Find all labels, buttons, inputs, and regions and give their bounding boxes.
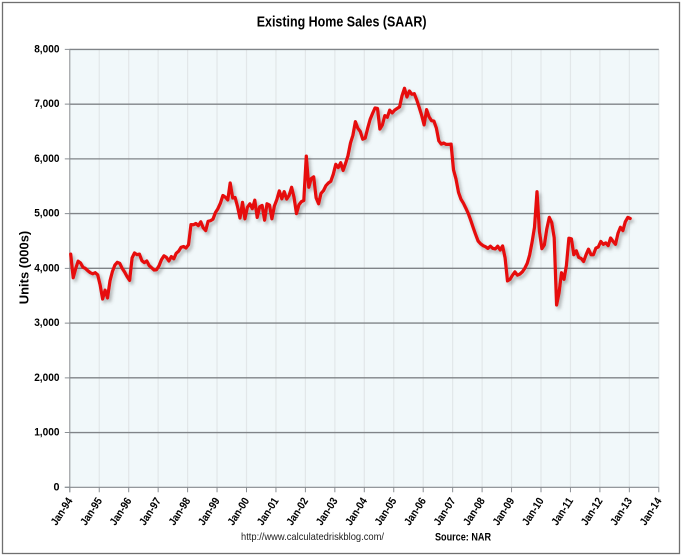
svg-text:http://www.calculatedriskblog.: http://www.calculatedriskblog.com/ bbox=[241, 531, 384, 543]
svg-text:Source: NAR: Source: NAR bbox=[435, 532, 491, 544]
svg-text:5,000: 5,000 bbox=[34, 208, 59, 220]
svg-text:6,000: 6,000 bbox=[34, 153, 59, 165]
svg-text:Units (000s): Units (000s) bbox=[18, 231, 32, 305]
svg-text:4,000: 4,000 bbox=[34, 262, 59, 274]
svg-text:3,000: 3,000 bbox=[34, 317, 59, 329]
svg-text:2,000: 2,000 bbox=[34, 372, 59, 384]
svg-text:7,000: 7,000 bbox=[34, 98, 59, 110]
svg-text:0: 0 bbox=[53, 481, 59, 493]
svg-text:1,000: 1,000 bbox=[34, 427, 59, 439]
svg-text:Existing Home Sales (SAAR): Existing Home Sales (SAAR) bbox=[257, 14, 427, 30]
svg-text:8,000: 8,000 bbox=[34, 43, 59, 55]
